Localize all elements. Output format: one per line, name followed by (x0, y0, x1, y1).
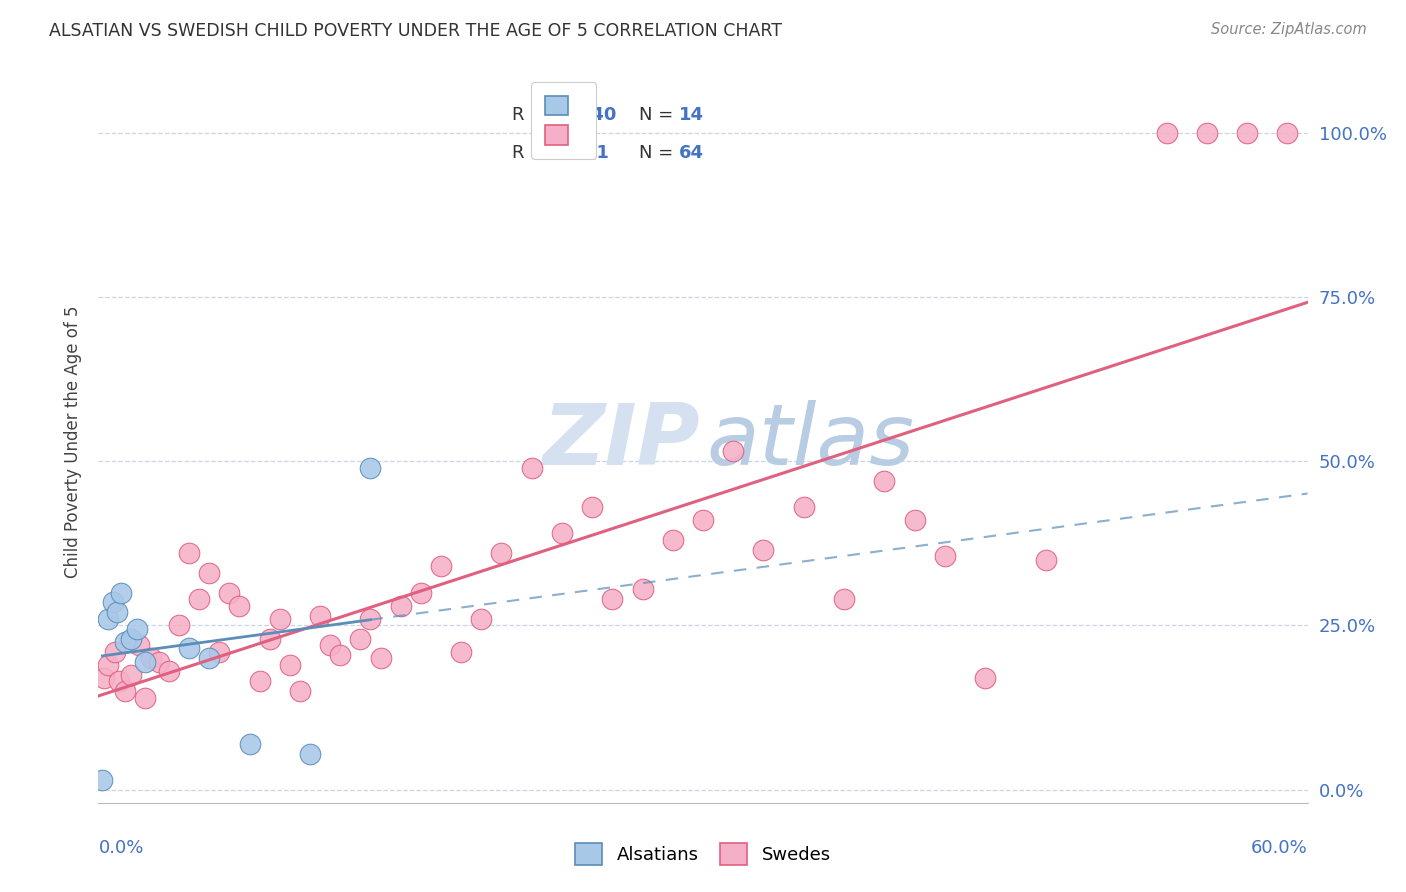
Point (103, 645, 125, 659)
Point (139, 651, 162, 665)
Text: N =: N = (638, 144, 679, 161)
Point (832, 592, 855, 607)
Point (198, 651, 221, 665)
Point (179, 641, 201, 656)
Point (319, 638, 342, 652)
Point (128, 638, 150, 652)
Point (873, 474, 896, 488)
Point (239, 737, 262, 751)
Point (93, 671, 115, 685)
Point (110, 585, 132, 599)
Point (105, 605, 128, 619)
Point (309, 608, 332, 623)
Point (904, 513, 927, 527)
Point (1035, 553, 1057, 567)
Point (470, 612, 492, 626)
Point (370, 651, 392, 665)
Point (218, 585, 240, 599)
Point (520, 460, 543, 475)
Point (723, 444, 745, 458)
Point (91, 772, 114, 787)
Text: ZIP: ZIP (541, 400, 699, 483)
Point (148, 655, 170, 669)
Point (329, 648, 352, 662)
Y-axis label: Child Poverty Under the Age of 5: Child Poverty Under the Age of 5 (63, 305, 82, 578)
Point (97, 657, 120, 672)
Point (288, 684, 311, 698)
Point (581, 500, 603, 515)
Text: N =: N = (638, 106, 679, 124)
Point (179, 546, 201, 560)
Legend: , : , (531, 82, 596, 159)
Point (249, 674, 271, 689)
Text: 14: 14 (679, 106, 704, 124)
Point (934, 549, 956, 564)
Point (167, 618, 190, 632)
Text: 60.0%: 60.0% (1251, 838, 1308, 857)
Point (1195, 126, 1218, 140)
Point (631, 582, 654, 597)
Point (450, 645, 472, 659)
Point (120, 667, 142, 681)
Point (134, 690, 156, 705)
Point (120, 632, 142, 646)
Point (1236, 126, 1258, 140)
Text: R =: R = (512, 144, 551, 161)
Legend: Alsatians, Swedes: Alsatians, Swedes (568, 836, 838, 872)
Point (114, 684, 136, 698)
Point (551, 526, 574, 541)
Point (188, 592, 211, 607)
Text: 0.0%: 0.0% (98, 838, 143, 857)
Text: -0.140: -0.140 (551, 106, 616, 124)
Point (269, 612, 291, 626)
Point (692, 513, 714, 527)
Point (360, 612, 382, 626)
Point (360, 460, 382, 475)
Point (114, 635, 136, 649)
Point (1277, 126, 1299, 140)
Point (278, 657, 301, 672)
Point (349, 632, 371, 646)
Point (208, 645, 231, 659)
Point (157, 665, 180, 679)
Point (134, 655, 156, 669)
Text: Source: ZipAtlas.com: Source: ZipAtlas.com (1211, 22, 1367, 37)
Text: 0.751: 0.751 (551, 144, 609, 161)
Point (228, 599, 250, 613)
Point (752, 542, 775, 557)
Text: 64: 64 (679, 144, 704, 161)
Point (409, 585, 432, 599)
Point (974, 671, 997, 685)
Point (661, 533, 683, 547)
Point (1156, 126, 1178, 140)
Point (430, 559, 453, 574)
Point (602, 592, 624, 607)
Point (793, 500, 815, 515)
Point (299, 747, 322, 761)
Text: atlas: atlas (707, 400, 915, 483)
Text: R =: R = (512, 106, 551, 124)
Text: ALSATIAN VS SWEDISH CHILD POVERTY UNDER THE AGE OF 5 CORRELATION CHART: ALSATIAN VS SWEDISH CHILD POVERTY UNDER … (49, 22, 782, 40)
Point (198, 566, 221, 580)
Point (97, 612, 120, 626)
Point (389, 599, 412, 613)
Point (125, 622, 148, 636)
Point (259, 632, 281, 646)
Point (101, 595, 124, 609)
Point (107, 674, 129, 689)
Point (491, 546, 513, 560)
